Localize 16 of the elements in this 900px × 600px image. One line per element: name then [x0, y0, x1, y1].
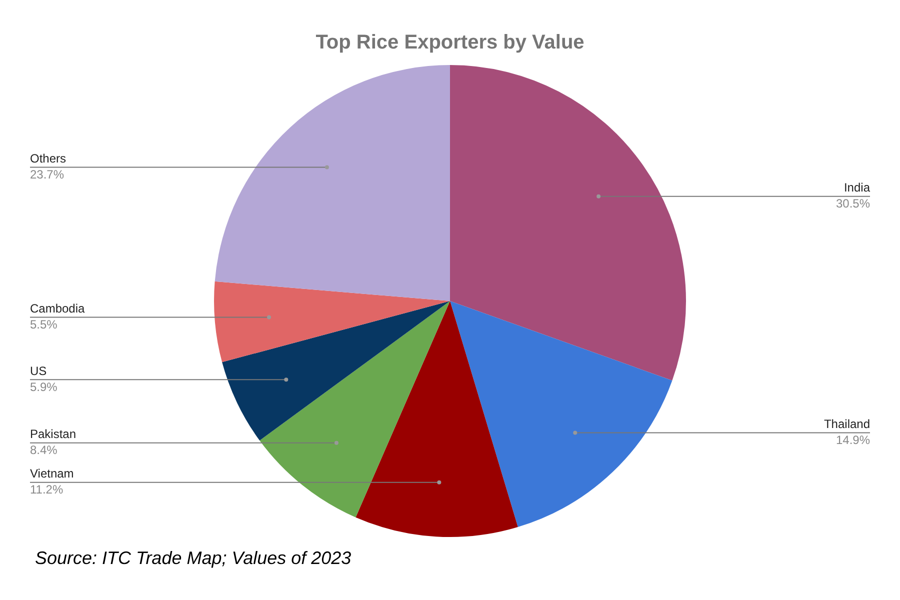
- slice-label: Cambodia: [30, 302, 86, 316]
- slice-label: US: [30, 364, 47, 378]
- data-label: 5.9%: [30, 380, 58, 394]
- slice-label: India: [844, 180, 870, 195]
- source-note: Source: ITC Trade Map; Values of 2023: [35, 548, 352, 568]
- data-label: 14.9%: [836, 433, 870, 448]
- slice-label: Thailand: [824, 417, 870, 432]
- data-label: 5.5%: [30, 318, 58, 332]
- data-label: 30.5%: [836, 196, 870, 211]
- data-label: 23.7%: [30, 168, 64, 182]
- slice-label: Others: [30, 152, 66, 166]
- chart-title: Top Rice Exporters by Value: [316, 32, 584, 54]
- slice-label: Vietnam: [30, 466, 74, 481]
- data-label: 8.4%: [30, 443, 58, 458]
- slice-label: Pakistan: [30, 427, 76, 442]
- data-label: 11.2%: [30, 482, 64, 497]
